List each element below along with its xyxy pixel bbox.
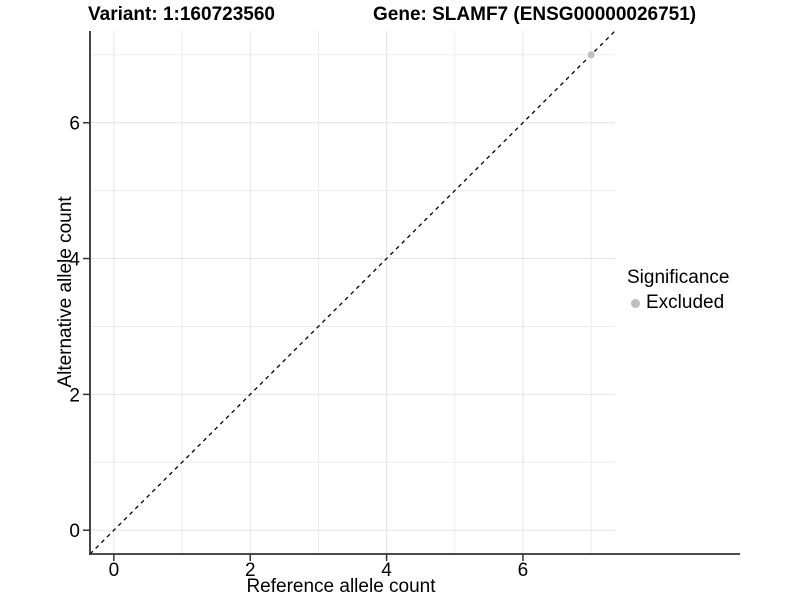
- y-tick-label: 6: [69, 114, 80, 135]
- data-point-excluded: [587, 51, 595, 59]
- legend-item-label: Excluded: [646, 292, 725, 313]
- plot-title-variant: Variant: 1:160723560: [88, 4, 275, 25]
- x-tick-label: 2: [245, 560, 256, 581]
- x-tick-label: 4: [381, 560, 392, 581]
- legend-item-excluded: Excluded: [627, 292, 729, 314]
- identity-line: [89, 30, 616, 555]
- x-tick-label: 6: [518, 560, 529, 581]
- y-tick-label: 2: [69, 385, 80, 406]
- legend: Significance Excluded: [627, 267, 729, 314]
- x-axis-title: Reference allele count: [246, 576, 436, 597]
- legend-title: Significance: [627, 267, 730, 288]
- x-tick-label: 0: [109, 560, 120, 581]
- y-tick-label: 0: [69, 521, 80, 542]
- y-axis-title: Alternative allele count: [55, 196, 76, 388]
- excluded-point-icon: [631, 298, 640, 308]
- y-tick-label: 4: [69, 250, 80, 271]
- plot-title-gene: Gene: SLAMF7 (ENSG00000026751): [373, 4, 697, 25]
